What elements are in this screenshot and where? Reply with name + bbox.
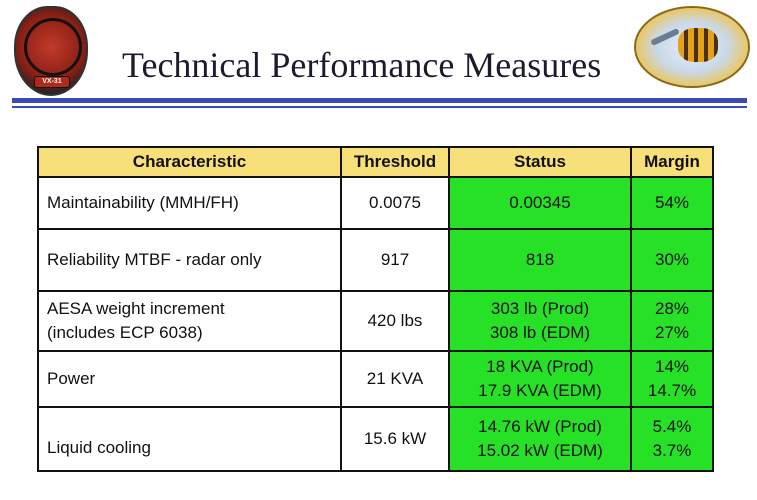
margin-text: 27% <box>654 323 690 342</box>
logo-tag: VX-31 <box>34 76 70 88</box>
status-text: 303 lb (Prod) <box>490 299 590 318</box>
cell-status: 818 <box>448 228 632 292</box>
status-text: 0.00345 <box>509 193 571 212</box>
header-margin: Margin <box>630 146 714 178</box>
margin-text: 14% <box>654 357 690 376</box>
margin-text: 5.4% <box>652 417 692 436</box>
title-rule-thin <box>12 106 747 108</box>
table-row: Liquid cooling 15.6 kW 14.76 kW (Prod) 1… <box>37 406 714 472</box>
margin-text: 54% <box>654 193 690 212</box>
characteristic-text: Power <box>47 369 96 388</box>
cell-characteristic: Liquid cooling <box>37 406 342 472</box>
cell-characteristic: Maintainability (MMH/FH) <box>37 176 342 230</box>
cell-status: 303 lb (Prod) 308 lb (EDM) <box>448 290 632 352</box>
table-row: AESA weight increment (includes ECP 6038… <box>37 290 714 352</box>
cell-threshold: 0.0075 <box>340 176 450 230</box>
header-characteristic: Characteristic <box>37 146 342 178</box>
squadron-logo-left: VX-31 <box>14 6 88 96</box>
performance-table: Characteristic Threshold Status Margin M… <box>37 146 714 472</box>
table-row: Maintainability (MMH/FH) 0.0075 0.00345 … <box>37 176 714 230</box>
characteristic-text: AESA weight increment <box>47 299 225 318</box>
status-text: 14.76 kW (Prod) <box>478 417 602 436</box>
program-logo-right <box>634 6 750 88</box>
page-title: Technical Performance Measures <box>122 45 602 85</box>
header-status: Status <box>448 146 632 178</box>
cell-characteristic: Power <box>37 350 342 408</box>
cell-margin: 5.4% 3.7% <box>630 406 714 472</box>
status-text: 18 KVA (Prod) <box>486 357 594 376</box>
status-text: 308 lb (EDM) <box>489 323 591 342</box>
status-text: 15.02 kW (EDM) <box>477 441 603 460</box>
characteristic-text: Liquid cooling <box>47 438 151 457</box>
margin-text: 14.7% <box>647 381 697 400</box>
status-text: 818 <box>525 250 555 269</box>
characteristic-text: Reliability MTBF - radar only <box>47 250 262 269</box>
cell-status: 0.00345 <box>448 176 632 230</box>
cell-threshold: 15.6 kW <box>340 406 450 472</box>
margin-text: 28% <box>654 299 690 318</box>
cell-margin: 30% <box>630 228 714 292</box>
cell-threshold: 917 <box>340 228 450 292</box>
hornet-emblem <box>678 28 718 62</box>
cell-characteristic: Reliability MTBF - radar only <box>37 228 342 292</box>
table-row: Reliability MTBF - radar only 917 818 30… <box>37 228 714 292</box>
margin-text: 3.7% <box>652 441 692 460</box>
characteristic-text: Maintainability (MMH/FH) <box>47 193 239 212</box>
cell-status: 14.76 kW (Prod) 15.02 kW (EDM) <box>448 406 632 472</box>
header-threshold: Threshold <box>340 146 450 178</box>
cell-margin: 54% <box>630 176 714 230</box>
aircraft-emblem <box>650 27 680 47</box>
cell-threshold: 420 lbs <box>340 290 450 352</box>
cell-characteristic: AESA weight increment (includes ECP 6038… <box>37 290 342 352</box>
characteristic-text: (includes ECP 6038) <box>47 323 203 342</box>
table-header-row: Characteristic Threshold Status Margin <box>37 146 714 178</box>
status-text: 17.9 KVA (EDM) <box>478 381 602 400</box>
cell-status: 18 KVA (Prod) 17.9 KVA (EDM) <box>448 350 632 408</box>
cell-threshold: 21 KVA <box>340 350 450 408</box>
cell-margin: 14% 14.7% <box>630 350 714 408</box>
logo-ring <box>24 18 82 76</box>
title-rule-thick <box>12 98 747 103</box>
cell-margin: 28% 27% <box>630 290 714 352</box>
margin-text: 30% <box>654 250 690 269</box>
table-row: Power 21 KVA 18 KVA (Prod) 17.9 KVA (EDM… <box>37 350 714 408</box>
